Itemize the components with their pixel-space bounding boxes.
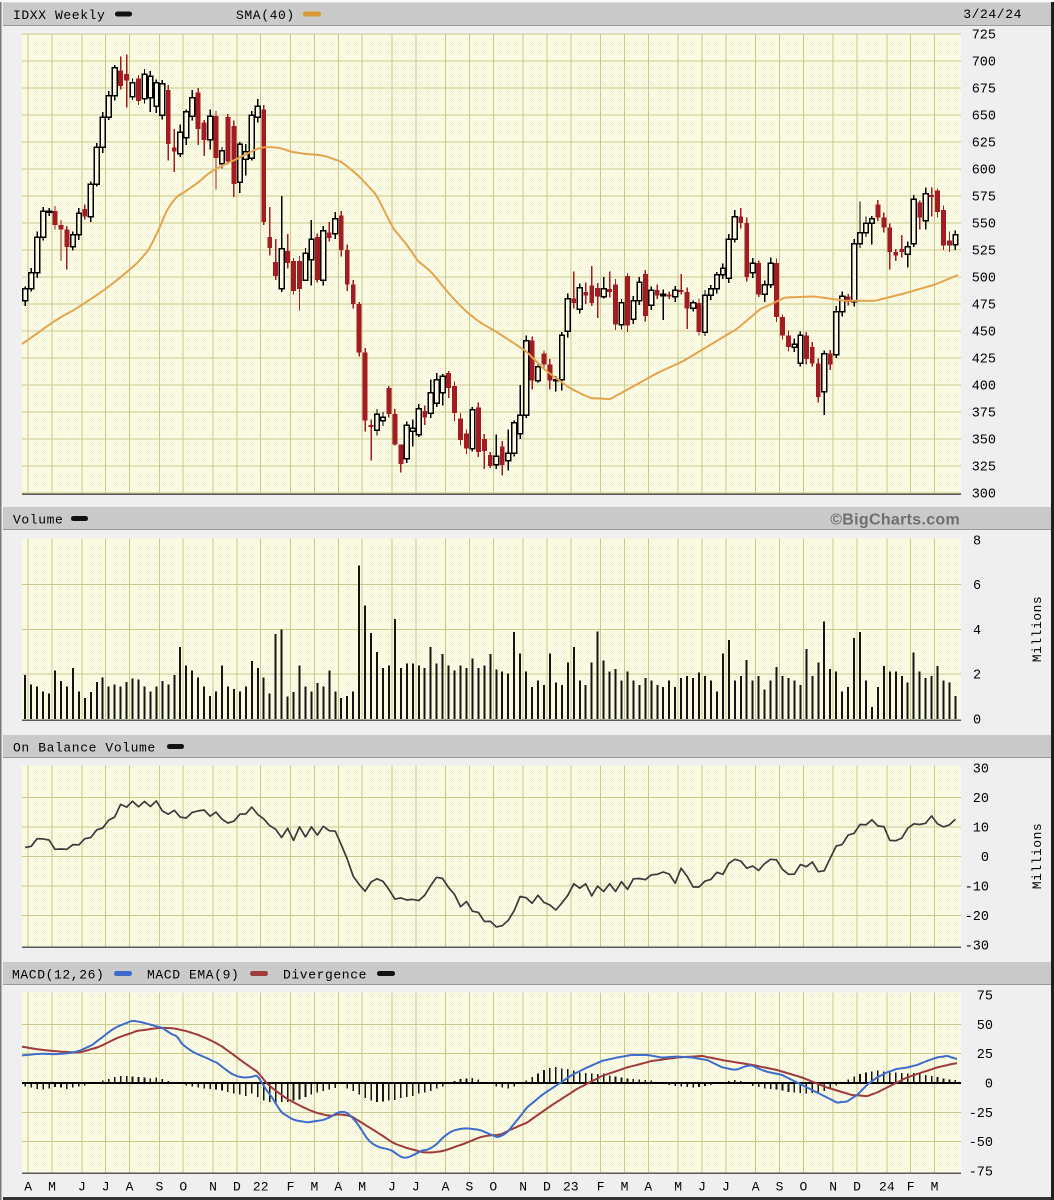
svg-text:J: J: [78, 1180, 86, 1195]
svg-text:A: A: [24, 1180, 32, 1195]
svg-text:A: A: [644, 1180, 652, 1195]
svg-text:375: 375: [972, 407, 996, 422]
svg-text:S: S: [776, 1180, 784, 1195]
svg-text:725: 725: [972, 29, 996, 44]
svg-text:O: O: [179, 1180, 187, 1195]
svg-text:525: 525: [972, 245, 996, 260]
svg-text:Millions: Millions: [1030, 823, 1045, 889]
svg-text:N: N: [829, 1180, 837, 1195]
svg-text:SMA(40): SMA(40): [236, 8, 295, 23]
svg-text:M: M: [931, 1180, 939, 1195]
svg-text:550: 550: [972, 218, 996, 233]
svg-text:D: D: [233, 1180, 241, 1195]
svg-text:3/24/24: 3/24/24: [963, 7, 1022, 22]
svg-text:0: 0: [973, 713, 981, 728]
svg-text:N: N: [519, 1180, 527, 1195]
svg-text:20: 20: [973, 792, 989, 807]
svg-text:J: J: [412, 1180, 420, 1195]
svg-text:30: 30: [973, 763, 989, 778]
svg-text:J: J: [102, 1180, 110, 1195]
svg-text:350: 350: [972, 434, 996, 449]
svg-text:600: 600: [972, 164, 996, 179]
svg-text:450: 450: [972, 326, 996, 341]
svg-text:-20: -20: [965, 910, 989, 925]
svg-text:650: 650: [972, 110, 996, 125]
svg-text:400: 400: [972, 380, 996, 395]
svg-text:700: 700: [972, 56, 996, 71]
svg-text:A: A: [126, 1180, 134, 1195]
svg-text:50: 50: [977, 1019, 993, 1034]
svg-text:675: 675: [972, 83, 996, 98]
svg-text:575: 575: [972, 191, 996, 206]
svg-text:M: M: [621, 1180, 629, 1195]
svg-text:F: F: [597, 1180, 605, 1195]
svg-text:8: 8: [973, 535, 981, 550]
svg-text:A: A: [752, 1180, 760, 1195]
svg-text:-75: -75: [969, 1165, 993, 1180]
svg-text:Volume: Volume: [13, 513, 63, 528]
svg-text:O: O: [799, 1180, 807, 1195]
svg-text:D: D: [853, 1180, 861, 1195]
svg-text:IDXX Weekly: IDXX Weekly: [13, 8, 105, 23]
svg-text:500: 500: [972, 272, 996, 287]
svg-text:-10: -10: [965, 881, 989, 896]
svg-text:On Balance Volume: On Balance Volume: [13, 741, 156, 756]
svg-text:325: 325: [972, 461, 996, 476]
svg-text:625: 625: [972, 137, 996, 152]
svg-text:-50: -50: [969, 1136, 993, 1151]
svg-text:475: 475: [972, 299, 996, 314]
svg-text:4: 4: [973, 624, 981, 639]
svg-text:D: D: [543, 1180, 551, 1195]
svg-text:25: 25: [977, 1048, 993, 1063]
svg-text:J: J: [388, 1180, 396, 1195]
svg-text:-30: -30: [965, 940, 989, 955]
svg-text:O: O: [489, 1180, 497, 1195]
svg-text:23: 23: [563, 1180, 579, 1195]
svg-text:425: 425: [972, 353, 996, 368]
svg-text:F: F: [907, 1180, 915, 1195]
svg-text:J: J: [698, 1180, 706, 1195]
svg-text:M: M: [48, 1180, 56, 1195]
svg-text:M: M: [358, 1180, 366, 1195]
svg-text:6: 6: [973, 579, 981, 594]
svg-text:J: J: [722, 1180, 730, 1195]
svg-text:10: 10: [973, 822, 989, 837]
svg-text:A: A: [334, 1180, 342, 1195]
svg-text:75: 75: [977, 990, 993, 1005]
svg-text:0: 0: [981, 851, 989, 866]
svg-text:-25: -25: [969, 1107, 993, 1122]
svg-text:0: 0: [985, 1078, 993, 1093]
svg-text:300: 300: [972, 488, 996, 503]
svg-text:A: A: [442, 1180, 450, 1195]
svg-text:24: 24: [879, 1180, 895, 1195]
svg-text:N: N: [209, 1180, 217, 1195]
svg-text:MACD(12,26): MACD(12,26): [12, 968, 104, 983]
svg-text:22: 22: [253, 1180, 269, 1195]
svg-text:Millions: Millions: [1030, 596, 1045, 662]
svg-text:S: S: [466, 1180, 474, 1195]
svg-text:Divergence: Divergence: [283, 968, 367, 983]
svg-text:©BigCharts.com: ©BigCharts.com: [830, 512, 960, 529]
svg-text:2: 2: [973, 669, 981, 684]
svg-text:F: F: [287, 1180, 295, 1195]
svg-text:S: S: [155, 1180, 163, 1195]
svg-text:MACD EMA(9): MACD EMA(9): [147, 968, 239, 983]
svg-text:M: M: [310, 1180, 318, 1195]
svg-text:M: M: [674, 1180, 682, 1195]
